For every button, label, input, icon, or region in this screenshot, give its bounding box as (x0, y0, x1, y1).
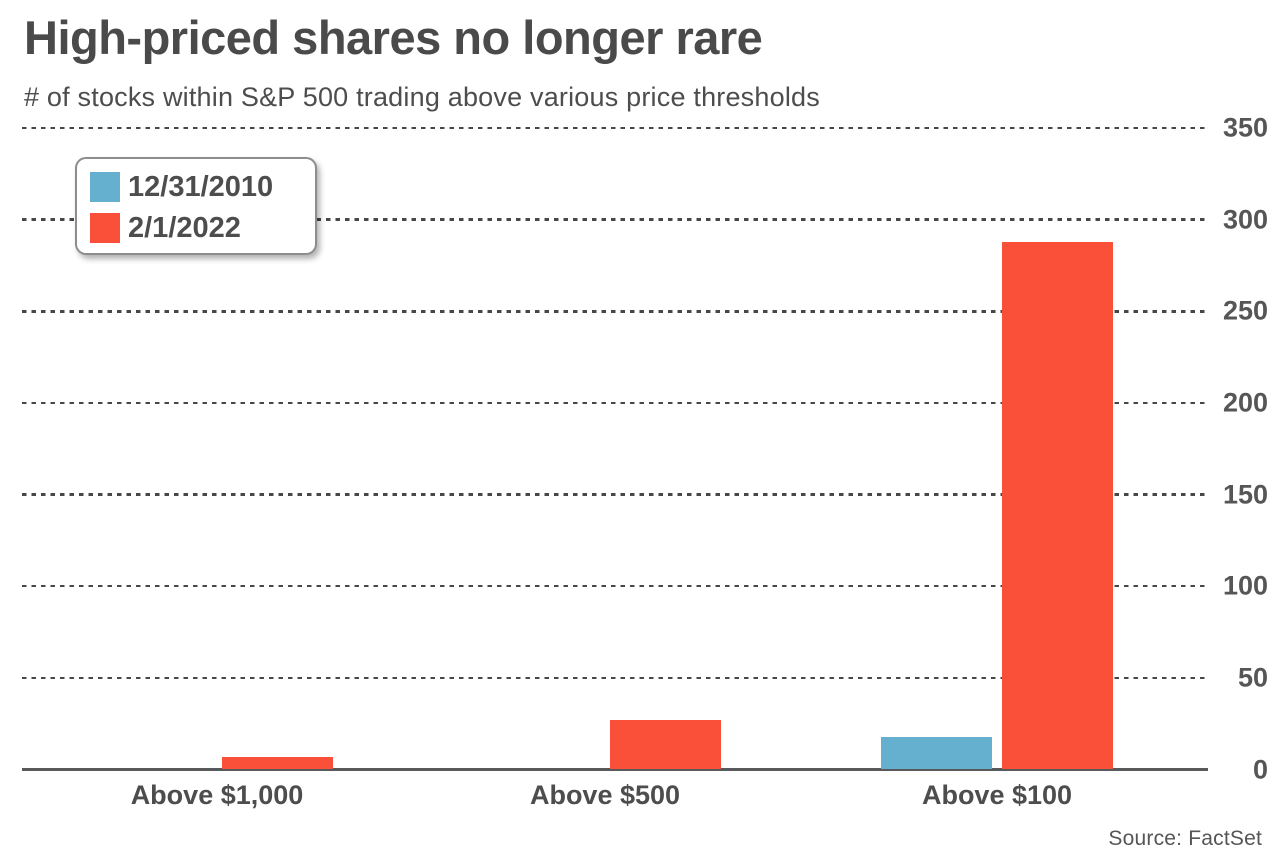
x-axis-label-above-500: Above $500 (529, 780, 681, 810)
legend-item: 2/1/2022 (90, 212, 315, 244)
legend-swatch-icon (90, 172, 120, 202)
y-tick-label-350: 350 (1222, 112, 1268, 143)
legend-swatch-icon (90, 213, 120, 243)
bar-2-1-2022-above-100 (1002, 241, 1113, 770)
gridline-150 (22, 493, 1208, 496)
y-tick-label-150: 150 (1222, 479, 1268, 510)
y-tick-label-50: 50 (1237, 662, 1268, 693)
legend-label: 2/1/2022 (128, 211, 241, 244)
gridline-50 (22, 676, 1208, 680)
gridline-200 (22, 401, 1208, 405)
x-axis-baseline (22, 768, 1208, 771)
bar-12-31-2010-above-100 (881, 736, 992, 770)
source-attribution: Source: FactSet (1108, 827, 1262, 850)
y-tick-label-0: 0 (1252, 754, 1268, 784)
chart-subtitle: # of stocks within S&P 500 trading above… (24, 82, 820, 112)
y-tick-label-250: 250 (1222, 295, 1268, 326)
gridline-300 (22, 218, 1208, 221)
x-axis-label-above-1-000: Above $1,000 (130, 780, 304, 810)
gridline-100 (22, 584, 1208, 588)
y-tick-label-200: 200 (1222, 387, 1268, 418)
bar-2-1-2022-above-500 (610, 720, 721, 770)
x-axis-label-above-100: Above $100 (921, 780, 1073, 810)
legend-box: 12/31/2010 2/1/2022 (75, 157, 317, 255)
gridline-250 (22, 310, 1208, 313)
legend-item: 12/31/2010 (90, 171, 315, 203)
y-tick-label-300: 300 (1222, 204, 1268, 235)
gridline-350 (22, 126, 1208, 130)
legend-label: 12/31/2010 (128, 170, 274, 203)
chart-title: High-priced shares no longer rare (24, 11, 763, 64)
y-tick-label-100: 100 (1222, 570, 1268, 601)
bar-2-1-2022-above-1-000 (222, 756, 333, 770)
